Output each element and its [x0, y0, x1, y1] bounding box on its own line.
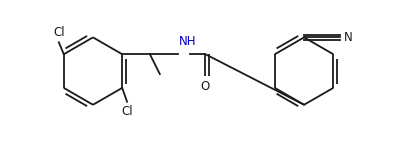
Text: Cl: Cl [53, 26, 65, 39]
Text: Cl: Cl [121, 105, 133, 118]
Text: O: O [200, 80, 209, 93]
Text: NH: NH [178, 35, 196, 48]
Text: N: N [343, 31, 352, 44]
